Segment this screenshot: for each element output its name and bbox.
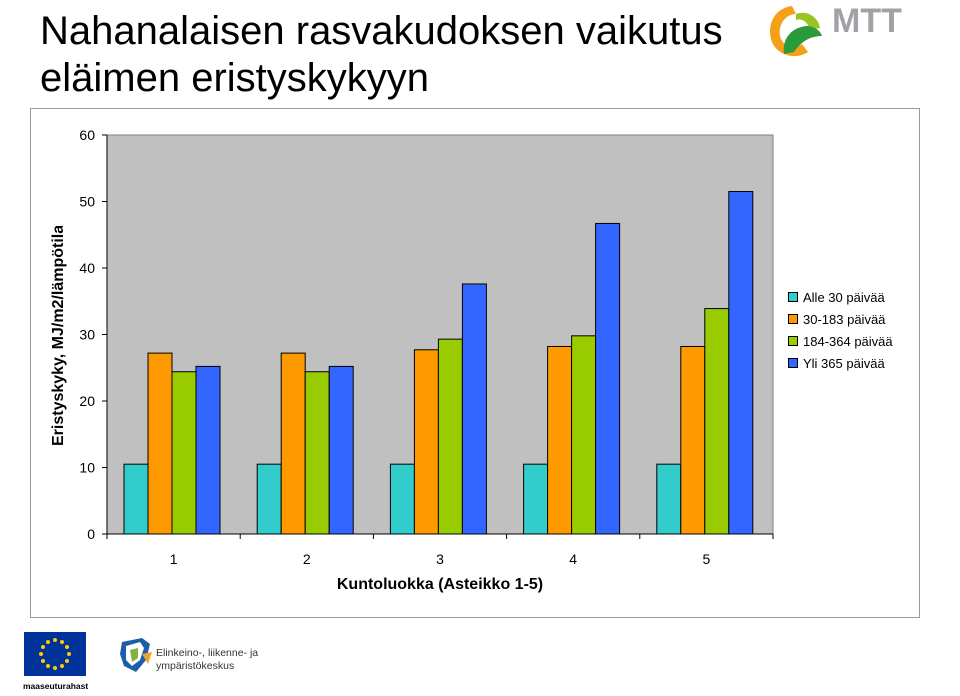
bar xyxy=(195,365,221,535)
bar xyxy=(547,345,573,535)
bar xyxy=(328,365,354,535)
bar xyxy=(656,463,682,535)
bar xyxy=(680,345,706,535)
bar xyxy=(437,338,463,535)
legend-swatch xyxy=(788,314,798,324)
legend-label: 184-364 päivää xyxy=(803,333,893,349)
legend-label: 30-183 päivää xyxy=(803,311,886,327)
mtt-logo-text: MTT xyxy=(832,2,902,40)
bar xyxy=(704,308,730,535)
page-title: Nahanalaisen rasvakudoksen vaikutus eläi… xyxy=(40,9,723,100)
legend-item: Yli 365 päivää xyxy=(788,352,912,374)
legend-swatch xyxy=(788,292,798,302)
y-tick-label: 10 xyxy=(79,460,95,476)
y-tick-label: 30 xyxy=(79,327,95,343)
x-tick-label: 2 xyxy=(303,551,311,567)
bar xyxy=(389,463,415,535)
x-axis-label: Kuntoluokka (Asteikko 1-5) xyxy=(336,576,544,593)
y-axis-label-clip: Eristyskyky, MJ/m2/lämpötila xyxy=(44,226,74,446)
y-axis-label: Eristyskyky, MJ/m2/lämpötila xyxy=(50,226,67,446)
y-tick-label: 50 xyxy=(79,194,95,210)
bar xyxy=(595,222,621,535)
legend-label: Alle 30 päivää xyxy=(803,289,885,305)
x-tick-label: 4 xyxy=(569,551,577,567)
legend-item: 30-183 päivää xyxy=(788,308,912,330)
bar xyxy=(280,352,306,535)
bar xyxy=(413,349,439,535)
y-tick-label: 60 xyxy=(79,127,95,143)
legend-swatch xyxy=(788,358,798,368)
bar xyxy=(523,463,549,535)
bar xyxy=(256,463,282,535)
ely-line1: Elinkeino-, liikenne- ja xyxy=(156,647,258,659)
ely-centre-logo-icon: Elinkeino-, liikenne- ja ympäristökeskus xyxy=(120,638,258,672)
y-tick-label: 20 xyxy=(79,393,95,409)
bar xyxy=(461,283,487,535)
mtt-leaf-logo-icon: MTT xyxy=(770,2,902,57)
bar xyxy=(571,335,597,535)
bar xyxy=(304,371,330,535)
y-tick-label: 40 xyxy=(79,260,95,276)
eu-flag-icon: maaseuturahasto xyxy=(23,632,88,691)
legend-item: 184-364 päivää xyxy=(788,330,912,352)
bar xyxy=(728,191,754,535)
ely-line2: ympäristökeskus xyxy=(156,660,234,672)
bar xyxy=(123,463,149,535)
legend-label: Yli 365 päivää xyxy=(803,355,885,371)
bar xyxy=(147,352,173,535)
eu-caption: maaseuturahasto xyxy=(23,681,88,691)
y-tick-label: 0 xyxy=(87,526,95,542)
bar xyxy=(171,371,197,535)
x-tick-label: 5 xyxy=(703,551,711,567)
legend-item: Alle 30 päivää xyxy=(788,286,912,308)
x-tick-label: 3 xyxy=(436,551,444,567)
chart-legend: Alle 30 päivää 30-183 päivää 184-364 päi… xyxy=(788,286,912,374)
x-tick-label: 1 xyxy=(170,551,178,567)
legend-swatch xyxy=(788,336,798,346)
